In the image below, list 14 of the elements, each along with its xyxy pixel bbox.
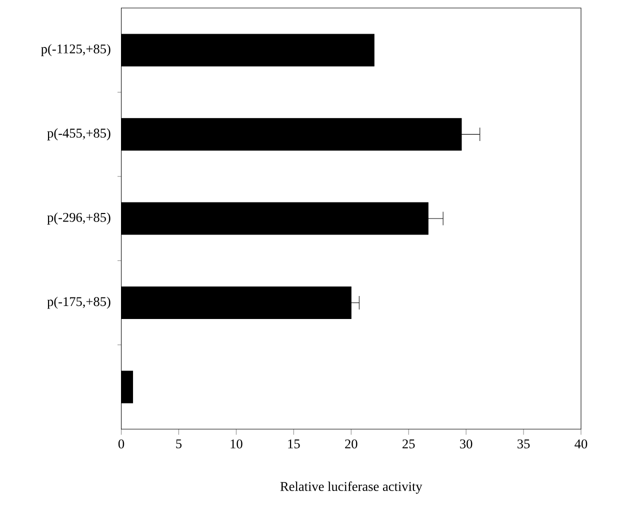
y-tick-label: p(-296,+85) bbox=[47, 212, 110, 224]
x-tick-label: 0 bbox=[118, 439, 124, 448]
x-axis-title: Relative luciferase activity bbox=[280, 481, 422, 494]
x-tick-label: 20 bbox=[345, 439, 358, 448]
x-tick-label: 30 bbox=[460, 439, 472, 448]
x-tick-label: 25 bbox=[402, 439, 415, 448]
x-tick-label: 35 bbox=[518, 439, 530, 448]
y-tick-label: p(-455,+85) bbox=[47, 128, 110, 140]
x-tick-label: 15 bbox=[288, 439, 300, 448]
y-tick-label: p(-175,+85) bbox=[47, 296, 110, 309]
x-tick-label: 10 bbox=[230, 439, 242, 448]
y-tick-label: p(-1125,+85) bbox=[41, 44, 110, 56]
x-tick-label: 5 bbox=[176, 439, 182, 448]
x-tick-label: 40 bbox=[574, 439, 588, 448]
